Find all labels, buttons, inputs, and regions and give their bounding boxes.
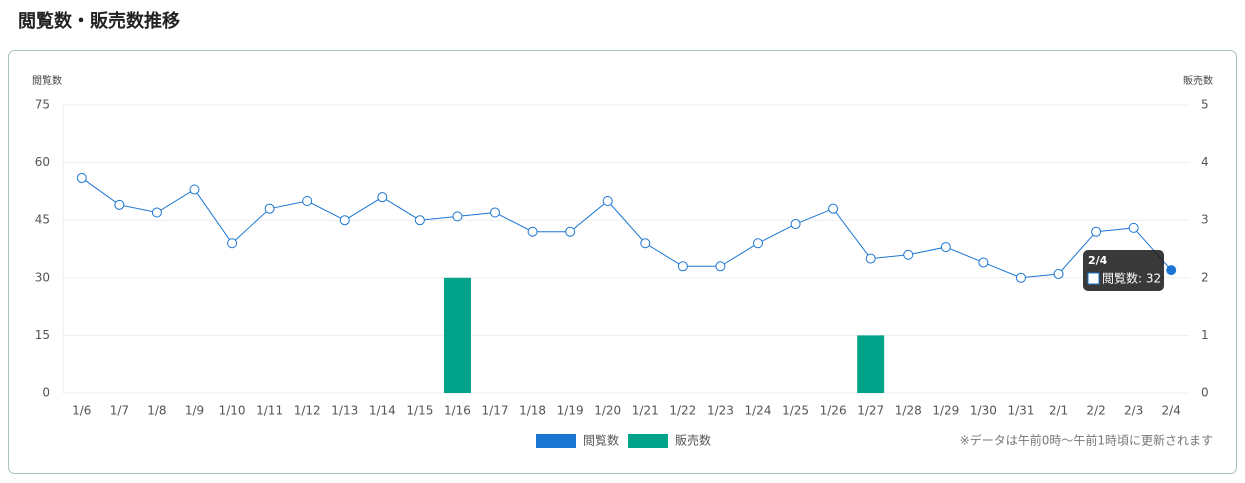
y2-axis-title: 販売数	[1183, 74, 1213, 87]
x-tick-label: 1/29	[932, 404, 959, 418]
x-tick-label: 1/25	[782, 404, 809, 418]
chart-title: 閲覧数・販売数推移	[18, 10, 180, 32]
x-tick-label: 1/15	[406, 404, 433, 418]
point	[1128, 222, 1139, 233]
tooltip-box	[1083, 250, 1164, 291]
point	[640, 238, 651, 249]
point	[903, 249, 914, 260]
tooltip: 2/4 閲覧数: 32	[1083, 250, 1164, 291]
x-tick-label: 1/24	[745, 404, 772, 418]
x-tick-label: 1/28	[895, 404, 922, 418]
point	[452, 211, 463, 222]
x-tick-label: 1/18	[519, 404, 546, 418]
x-tick-label: 1/16	[444, 404, 471, 418]
x-tick-label: 1/8	[147, 404, 166, 418]
x-tick-label: 1/17	[482, 404, 509, 418]
point	[1166, 265, 1177, 276]
point	[490, 207, 501, 218]
y-tick-label: 0	[42, 386, 50, 400]
y-axis-title: 閲覧数	[32, 74, 62, 87]
y2-tick-label: 4	[1201, 155, 1209, 169]
x-tick-label: 1/30	[970, 404, 997, 418]
point	[677, 261, 688, 272]
x-tick-label: 1/27	[857, 404, 884, 418]
point	[76, 172, 87, 183]
point	[114, 199, 125, 210]
x-tick-label: 1/12	[294, 404, 321, 418]
y-tick-label: 30	[35, 270, 50, 284]
point	[151, 207, 162, 218]
point	[978, 257, 989, 268]
y-tick-label: 75	[35, 98, 50, 112]
bar	[443, 277, 471, 393]
point	[414, 215, 425, 226]
x-tick-label: 1/31	[1007, 404, 1034, 418]
x-tick-label: 1/19	[557, 404, 584, 418]
point	[565, 226, 576, 237]
tooltip-title: 2/4	[1088, 254, 1108, 267]
y2-tick-label: 0	[1201, 386, 1209, 400]
update-note: ※データは午前0時～午前1時頃に更新されます	[960, 433, 1213, 448]
x-tick-label: 1/26	[820, 404, 847, 418]
point	[865, 253, 876, 264]
point	[752, 238, 763, 249]
x-tick-label: 2/3	[1124, 404, 1143, 418]
x-tick-label: 1/23	[707, 404, 734, 418]
tooltip-swatch	[1087, 272, 1100, 285]
legend-swatch	[536, 434, 576, 448]
y2-tick-label: 3	[1201, 213, 1209, 227]
x-tick-label: 1/20	[594, 404, 621, 418]
x-tick-label: 2/1	[1049, 404, 1068, 418]
chart-card	[8, 50, 1237, 474]
point	[339, 215, 350, 226]
point	[1053, 268, 1064, 279]
point	[828, 203, 839, 214]
point	[715, 261, 726, 272]
point	[940, 242, 951, 253]
point	[790, 219, 801, 230]
x-tick-label: 1/7	[110, 404, 129, 418]
x-tick-label: 1/10	[219, 404, 246, 418]
point	[302, 196, 313, 206]
y2-tick-label: 2	[1201, 270, 1209, 284]
x-tick-label: 1/22	[669, 404, 696, 418]
point	[602, 196, 613, 206]
x-tick-label: 1/6	[72, 404, 91, 418]
point	[377, 192, 388, 203]
x-tick-label: 1/13	[331, 404, 358, 418]
bar	[857, 335, 885, 393]
legend-label: 販売数	[675, 433, 711, 448]
point	[189, 184, 200, 195]
y2-tick-label: 5	[1201, 98, 1209, 112]
y-tick-label: 15	[35, 328, 50, 342]
x-tick-label: 2/4	[1162, 404, 1181, 418]
point	[527, 226, 538, 237]
x-tick-label: 2/2	[1086, 404, 1105, 418]
point	[1091, 226, 1102, 237]
y-tick-label: 60	[35, 155, 50, 169]
point	[227, 238, 238, 249]
x-tick-label: 1/14	[369, 404, 396, 418]
point	[264, 203, 275, 214]
x-tick-label: 1/21	[632, 404, 659, 418]
x-tick-label: 1/11	[256, 404, 283, 418]
legend-label: 閲覧数	[583, 433, 619, 448]
point	[1015, 272, 1026, 283]
y2-tick-label: 1	[1201, 328, 1209, 342]
tooltip-label: 閲覧数: 32	[1102, 271, 1161, 286]
y-tick-label: 45	[35, 213, 50, 227]
line	[81, 177, 1172, 279]
legend-swatch	[628, 434, 668, 448]
x-tick-label: 1/9	[185, 404, 204, 418]
